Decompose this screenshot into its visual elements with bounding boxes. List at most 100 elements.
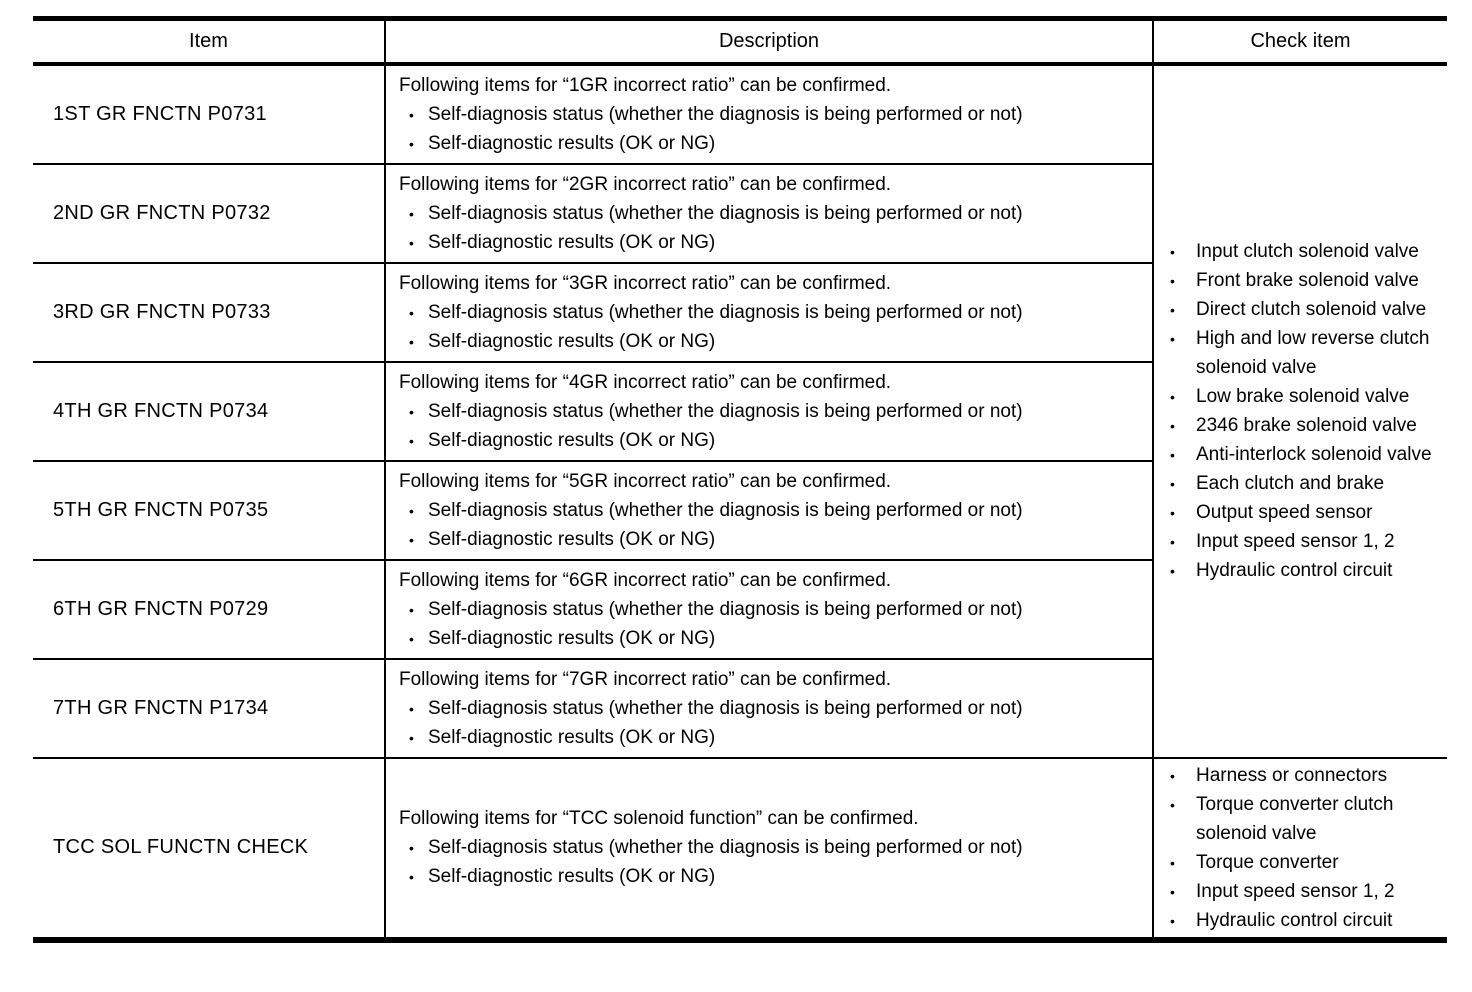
column-header-description: Description [384,16,1154,66]
description-bullet-line: • Self-diagnosis status (whether the diag… [399,199,1146,228]
description-intro: Following items for “1GR incorrect ratio… [399,74,892,96]
check-item: • Output speed sensor [1160,498,1443,527]
column-header-item: Item [33,16,386,66]
check-item: • High and low reverse clutch solenoid va… [1160,324,1443,382]
item-cell: 4TH GR FNCTN P0734 [33,360,386,462]
description-bullet-line: • Self-diagnosis status (whether the diag… [399,595,1146,624]
bullet-text: Self-diagnosis status (whether the diagn… [428,301,1023,323]
bullet-icon: • [1170,563,1175,579]
bullet-icon: • [1170,854,1175,871]
description-cell: Following items for “7GR incorrect ratio… [384,657,1153,759]
bullet-icon: • [1170,273,1175,289]
description-bullet-line: • Self-diagnostic results (OK or NG) [399,327,1146,356]
check-item-text: Torque converter [1196,851,1339,873]
description-intro: Following items for “4GR incorrect ratio… [399,371,892,393]
description-bullet-line: • Self-diagnostic results (OK or NG) [399,228,1146,257]
bullet-text: Self-diagnostic results (OK or NG) [428,330,716,352]
description-intro: Following items for “6GR incorrect ratio… [399,569,892,591]
table-row: 1ST GR FNCTN P0731 Following items for “… [33,62,1447,759]
bullet-icon: • [409,630,414,647]
description-cell: Following items for “TCC solenoid functi… [384,756,1154,943]
check-item-list: • Input clutch solenoid valve • Front brak… [1160,237,1443,585]
bullet-icon: • [1170,302,1175,318]
table-row: 5TH GR FNCTN P0735 Following items for “… [33,459,1447,561]
table-row: 6TH GR FNCTN P0729 Following items for “… [33,558,1447,660]
description-bullet-line: • Self-diagnostic results (OK or NG) [399,525,1146,554]
item-cell: 1ST GR FNCTN P0731 [33,62,386,165]
check-item-cell-tcc: • Harness or connectors • Torque converter… [1152,756,1447,943]
item-cell: 6TH GR FNCTN P0729 [33,558,386,660]
bullet-icon: • [409,135,414,152]
header-row: Item Description Check item [33,16,1447,66]
bullet-icon: • [1170,534,1175,550]
item-cell: TCC SOL FUNCTN CHECK [33,756,386,943]
description-intro: Following items for “TCC solenoid functi… [399,808,919,829]
table-row: 2ND GR FNCTN P0732 Following items for “… [33,162,1447,264]
check-item-text: Hydraulic control circuit [1196,560,1393,581]
description-bullet-line: • Self-diagnosis status (whether the diag… [399,100,1146,129]
description-bullet-line: • Self-diagnostic results (OK or NG) [399,624,1146,653]
table-row: 7TH GR FNCTN P1734 Following items for “… [33,657,1447,759]
bullet-text: Self-diagnosis status (whether the diagn… [428,103,1023,125]
check-item-text: Each clutch and brake [1196,473,1385,494]
bullet-icon: • [409,700,414,717]
bullet-icon: • [1170,447,1175,463]
bullet-icon: • [409,403,414,420]
check-item-text: Output speed sensor [1196,502,1373,523]
bullet-text: Self-diagnostic results (OK or NG) [428,231,716,253]
column-header-check-item: Check item [1152,16,1447,66]
bullet-text: Self-diagnosis status (whether the diagn… [428,697,1023,719]
description-cell: Following items for “6GR incorrect ratio… [384,558,1153,660]
check-item-text: Torque converter clutch solenoid valve [1196,793,1394,844]
check-item-text: Harness or connectors [1196,764,1388,786]
bullet-text: Self-diagnostic results (OK or NG) [428,429,716,451]
check-item-text: Anti-interlock solenoid valve [1196,444,1432,465]
description-bullet-line: • Self-diagnosis status (whether the diag… [399,397,1146,426]
check-item-text: Input speed sensor 1, 2 [1196,531,1395,552]
bullet-text: Self-diagnosis status (whether the diagn… [428,499,1023,521]
description-bullet-line: • Self-diagnostic results (OK or NG) [399,426,1146,455]
description-bullet-line: • Self-diagnostic results (OK or NG) [399,723,1146,752]
bullet-icon: • [409,234,414,251]
bullet-text: Self-diagnostic results (OK or NG) [428,132,716,154]
bullet-text: Self-diagnostic results (OK or NG) [428,866,716,887]
bullet-icon: • [1170,767,1175,784]
bullet-icon: • [409,106,414,123]
check-item: • Input speed sensor 1, 2 [1160,877,1443,906]
check-item: • Input speed sensor 1, 2 [1160,527,1443,556]
description-intro: Following items for “3GR incorrect ratio… [399,272,892,294]
check-item-text: 2346 brake solenoid valve [1196,415,1417,436]
check-item-text: Hydraulic control circuit [1196,909,1393,931]
bullet-icon: • [409,729,414,746]
bullet-icon: • [1170,389,1175,405]
description-bullet-line: • Self-diagnosis status (whether the diag… [399,694,1146,723]
check-item: • Anti-interlock solenoid valve [1160,440,1443,469]
item-cell: 5TH GR FNCTN P0735 [33,459,386,561]
check-item-list: • Harness or connectors • Torque converter… [1160,761,1443,935]
check-item: • Torque converter clutch solenoid valve [1160,790,1443,848]
bullet-icon: • [409,432,414,449]
check-item-text: Low brake solenoid valve [1196,386,1410,407]
bullet-icon: • [1170,244,1175,260]
bullet-icon: • [1170,796,1175,813]
description-cell: Following items for “1GR incorrect ratio… [384,62,1154,165]
description-cell: Following items for “3GR incorrect ratio… [384,261,1153,363]
bullet-text: Self-diagnostic results (OK or NG) [428,627,716,649]
description-intro: Following items for “7GR incorrect ratio… [399,668,892,690]
bullet-icon: • [1170,418,1175,434]
bullet-text: Self-diagnostic results (OK or NG) [428,528,716,550]
check-item: • 2346 brake solenoid valve [1160,411,1443,440]
table-row-tcc: TCC SOL FUNCTN CHECK Following items for… [33,756,1447,943]
description-bullet-line: • Self-diagnosis status (whether the diag… [399,496,1146,525]
description-bullet-line: • Self-diagnostic results (OK or NG) [399,862,1146,891]
table-row: 4TH GR FNCTN P0734 Following items for “… [33,360,1447,462]
bullet-icon: • [409,333,414,350]
check-item: • Harness or connectors [1160,761,1443,790]
bullet-icon: • [1170,476,1175,492]
check-item: • Hydraulic control circuit [1160,556,1443,585]
bullet-text: Self-diagnosis status (whether the diagn… [428,202,1023,224]
check-item-text: Input clutch solenoid valve [1196,241,1419,262]
description-intro: Following items for “2GR incorrect ratio… [399,173,892,195]
bullet-icon: • [409,840,414,856]
bullet-icon: • [409,601,414,618]
